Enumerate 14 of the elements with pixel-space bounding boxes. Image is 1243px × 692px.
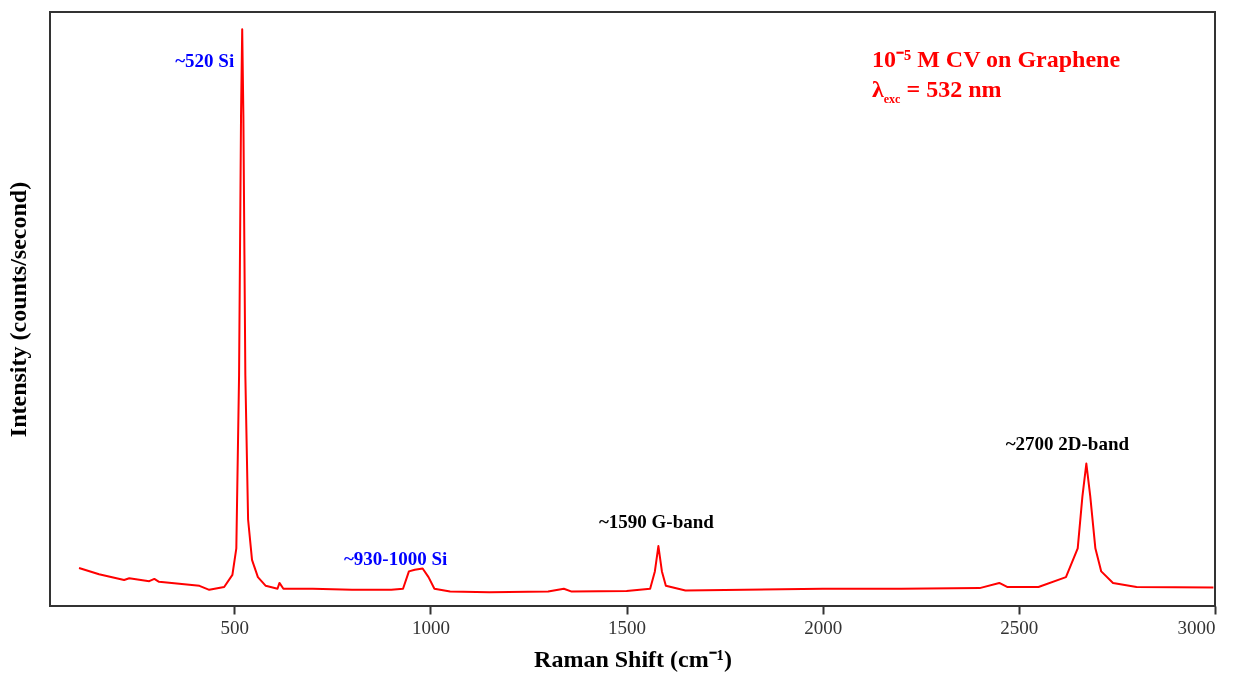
x-tick-label: 1500 [608,616,647,638]
annotation: ~930-1000 Si [343,547,448,569]
annotation: ~1590 G-band [598,511,715,533]
x-tick-label: 500 [220,616,250,638]
x-tick-label: 2000 [804,616,843,638]
annotation: ~2700 2D-band [1005,432,1130,454]
x-tick-label: 3000 [1177,616,1216,638]
annotation: λ$_{exc}$ = 532 nm [872,75,1003,108]
x-tick-label: 2500 [1000,616,1039,638]
x-tick-label: 1000 [411,616,450,638]
x-axis-title: Raman Shift (cm⁻¹) [534,645,732,672]
annotation: ~520 Si [175,50,235,72]
annotation: 10⁻⁵ M CV on Graphene [872,45,1121,74]
y-axis-title: Intensity (counts/second) [4,181,31,438]
